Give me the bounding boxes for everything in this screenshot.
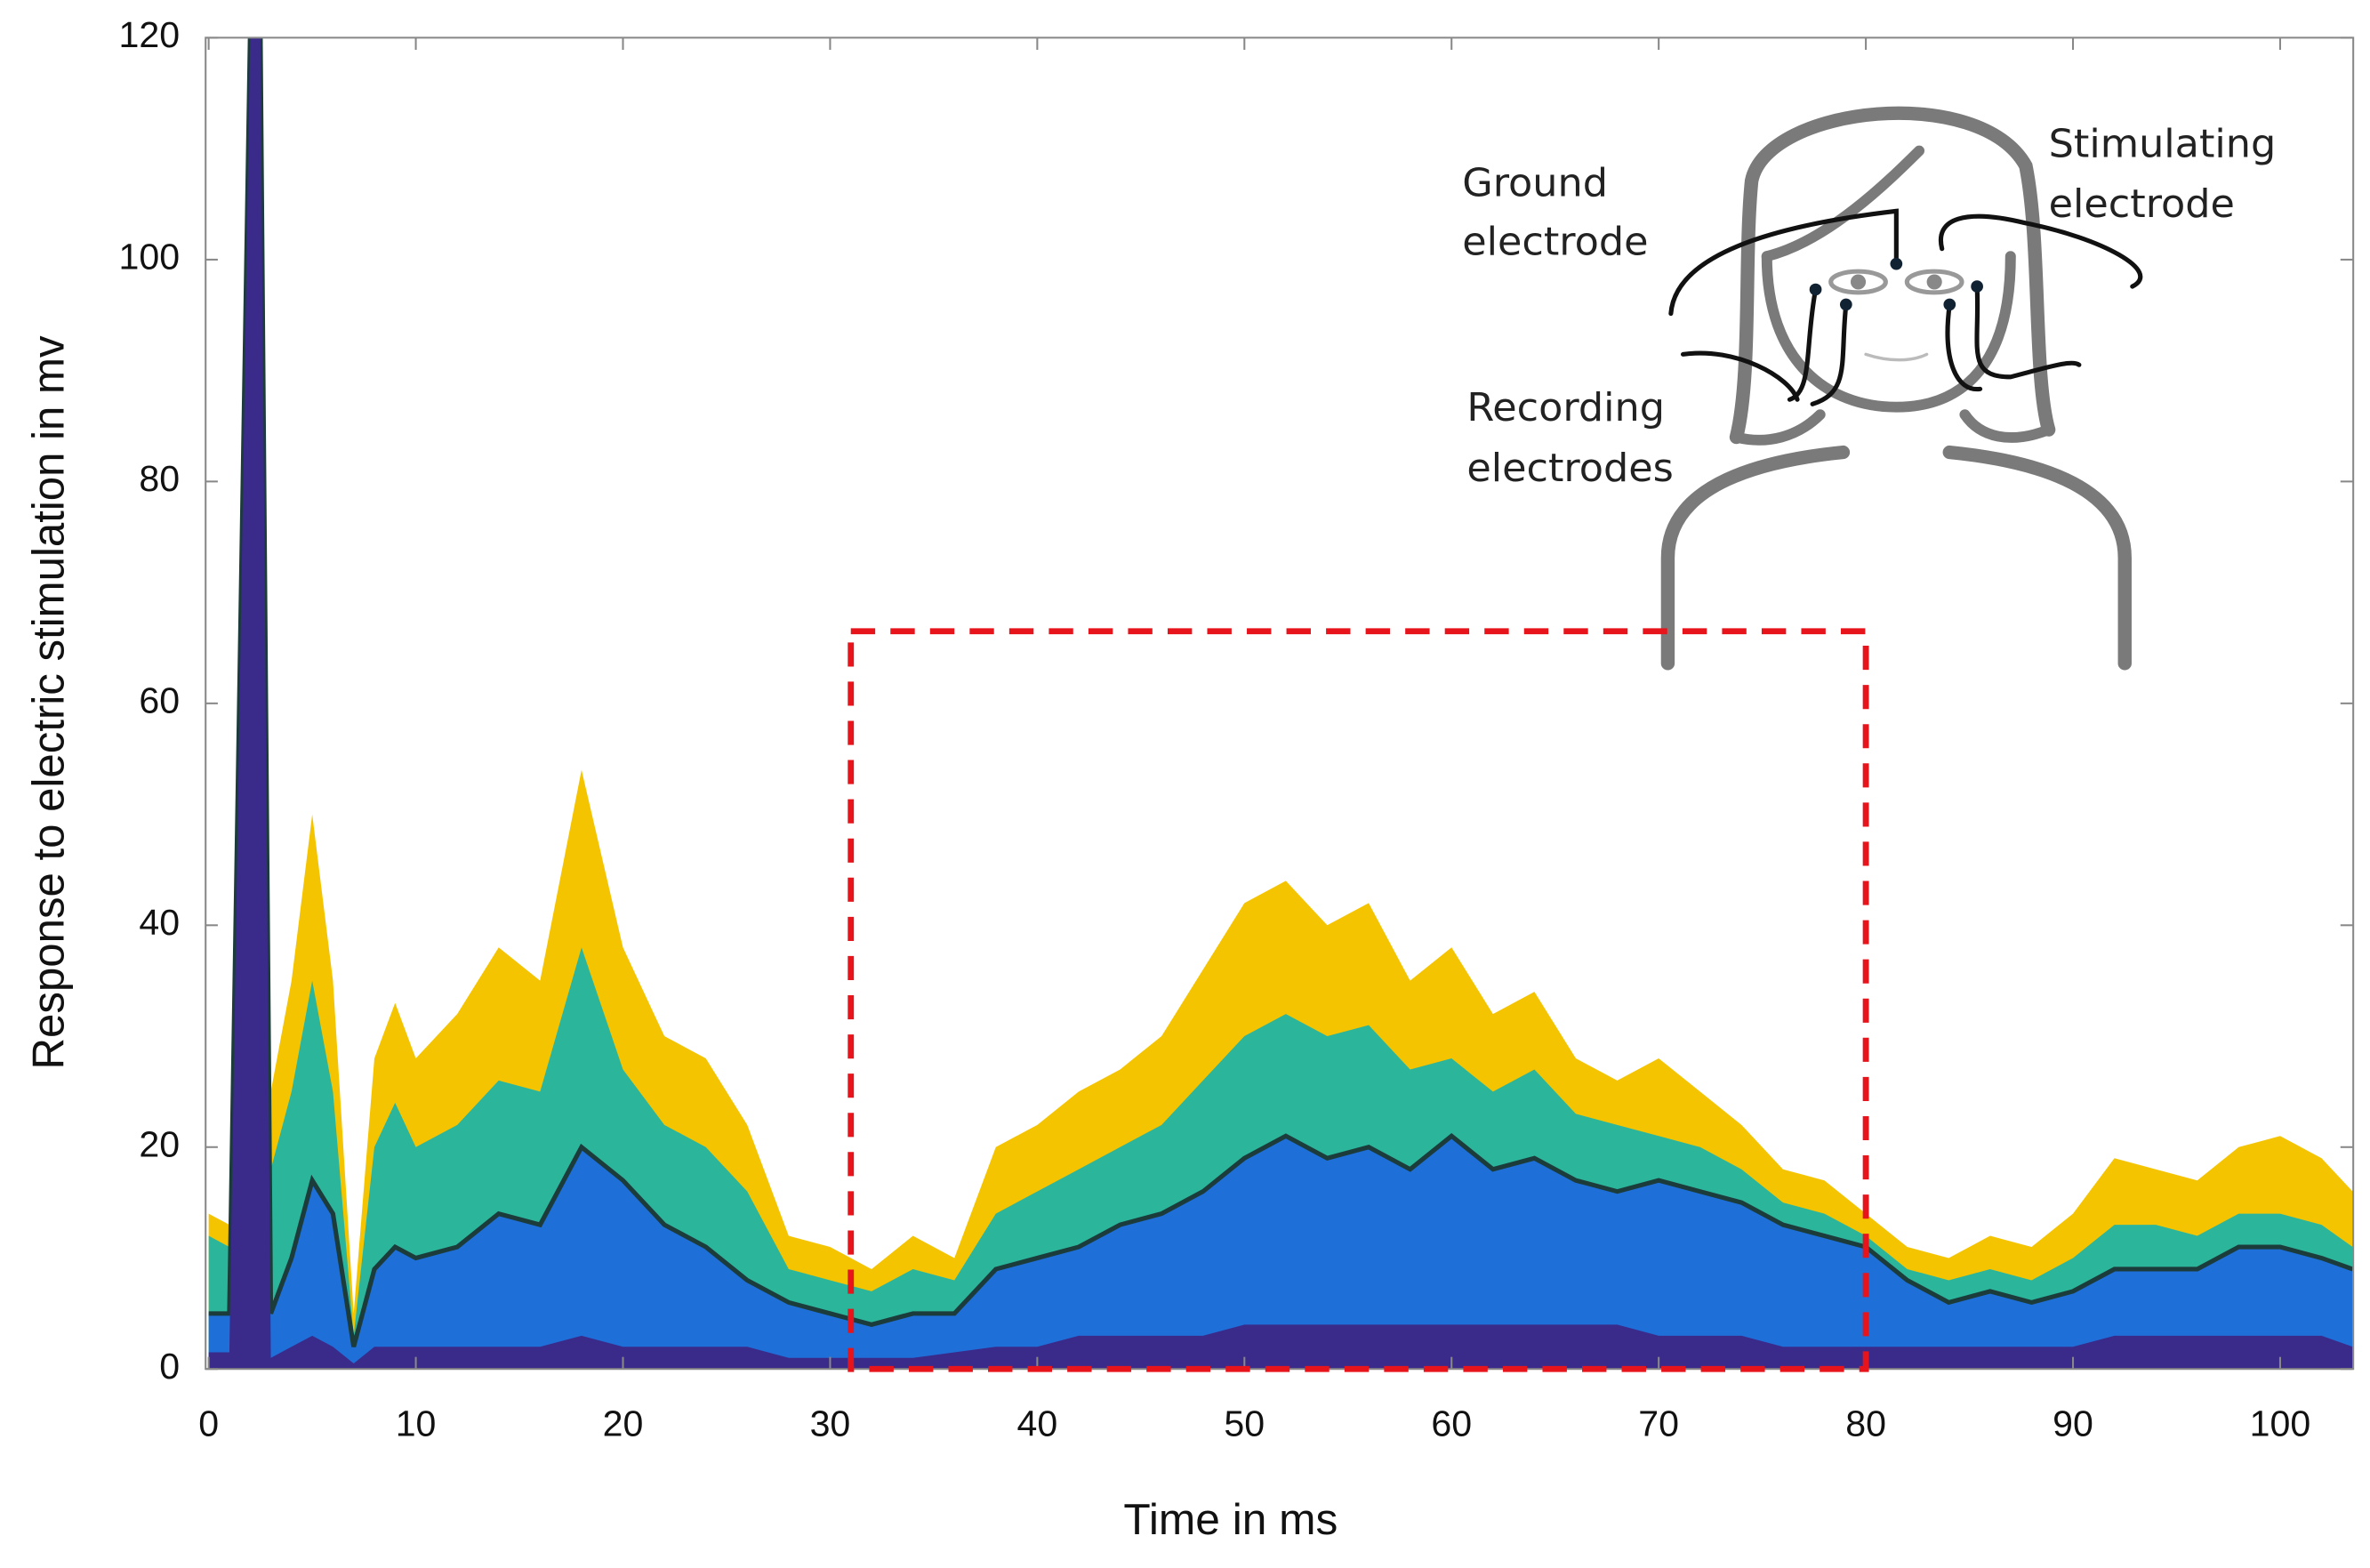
y-axis-label: Response to electric stimulation in mv [24, 335, 73, 1069]
inset-figure [1660, 106, 2143, 671]
eye [1828, 269, 1888, 295]
x-tick-label: 50 [1224, 1403, 1265, 1444]
eye [1904, 269, 1964, 295]
recording-wire [1680, 286, 1849, 406]
pupil [1926, 274, 1942, 290]
highlight-box [848, 628, 1869, 1372]
electrode [1890, 257, 1903, 270]
fringe [1761, 145, 1925, 262]
electrode [1943, 298, 1956, 311]
x-tick-label: 20 [603, 1403, 644, 1444]
y-tick-label: 20 [139, 1124, 180, 1165]
inset-label: Ground [1462, 161, 1608, 206]
hair-ends [1731, 409, 2054, 446]
mouth [1864, 352, 1929, 362]
x-tick-label: 30 [810, 1403, 851, 1444]
y-tick-label: 60 [139, 680, 180, 721]
x-tick-label: 80 [1845, 1403, 1886, 1444]
inset-label: electrode [2049, 181, 2235, 227]
electrode [1809, 283, 1822, 296]
inset-label: Stimulating [2049, 122, 2277, 167]
ground-wire [1668, 208, 1899, 317]
x-tick-label: 100 [2250, 1403, 2311, 1444]
x-tick-label: 40 [1017, 1403, 1058, 1444]
face [1761, 251, 2016, 413]
y-tick-label: 40 [139, 902, 180, 943]
x-tick-label: 0 [198, 1403, 219, 1444]
pupil [1850, 274, 1867, 290]
shoulders [1660, 445, 2132, 671]
y-tick-label: 0 [159, 1346, 180, 1387]
hair [1729, 106, 2056, 445]
x-tick-label: 90 [2053, 1403, 2093, 1444]
stimulating-wire [1938, 213, 2143, 289]
median-line [208, 37, 2354, 1347]
area-band [208, 37, 2353, 1370]
x-tick-label: 60 [1431, 1403, 1472, 1444]
y-tick-label: 120 [119, 14, 181, 55]
x-tick-label: 70 [1638, 1403, 1679, 1444]
inset-label: electrode [1462, 220, 1648, 265]
plot-area [208, 37, 2354, 1370]
inset-label: electrodes [1466, 446, 1674, 491]
electrode [1839, 298, 1852, 311]
electrode [1971, 280, 1983, 293]
x-axis-label: Time in ms [1123, 1495, 1338, 1544]
inset-label: Recording [1466, 385, 1665, 430]
y-tick-label: 80 [139, 458, 180, 499]
recording-wire [1945, 284, 2082, 391]
y-tick-label: 100 [119, 237, 181, 277]
x-tick-label: 10 [396, 1403, 437, 1444]
